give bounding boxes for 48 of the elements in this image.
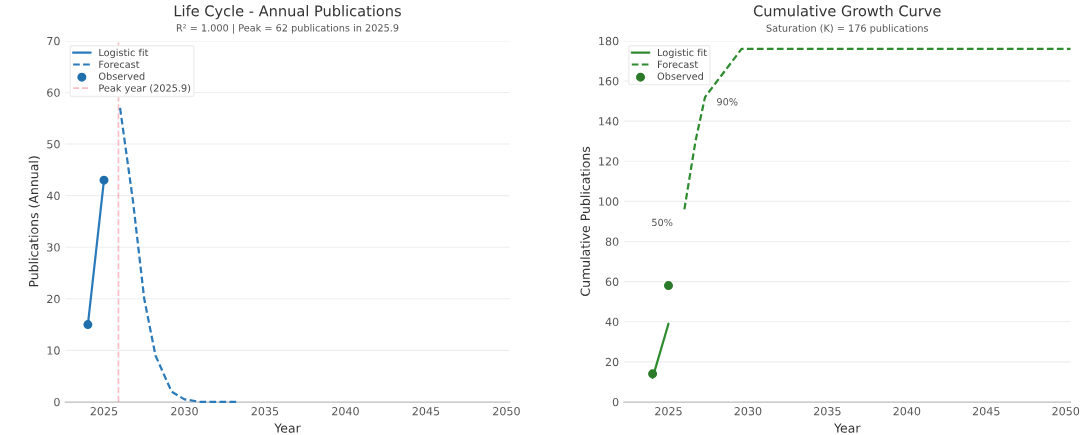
x-tick-label: 2030 — [171, 407, 198, 416]
legend-label: Observed — [657, 72, 703, 80]
x-tick-label: 2040 — [332, 407, 359, 416]
chart-title: Cumulative Growth Curve — [753, 5, 941, 17]
x-tick-label: 2025 — [90, 407, 118, 416]
y-tick-label: 50 — [47, 140, 60, 149]
y-tick-label: 60 — [605, 277, 619, 286]
x-tick-label: 2050 — [493, 407, 520, 416]
y-tick-label: 0 — [612, 397, 619, 407]
y-tick-label: 60 — [47, 88, 60, 97]
x-tick-label: 2025 — [655, 407, 682, 416]
chart-subtitle: R² = 1.000 | Peak = 62 publications in 2025.9 — [176, 23, 399, 34]
x-tick-label: 2045 — [412, 407, 440, 416]
x-tick-label: 2035 — [814, 407, 841, 416]
x-tick-label: 2045 — [972, 407, 1000, 416]
x-tick-label: 2035 — [251, 407, 279, 416]
annotation: 50% — [652, 218, 673, 227]
x-tick-label: 2030 — [734, 407, 762, 416]
legend-label: Logistic fit — [658, 48, 707, 59]
y-tick-label: 180 — [599, 36, 619, 46]
y-tick-label: 20 — [605, 357, 619, 367]
y-tick-label: 10 — [47, 346, 60, 355]
legend-label: Logistic fit — [99, 48, 149, 59]
x-tick-label: 2050 — [1052, 407, 1080, 416]
y-axis-title: Publications (Annual) — [28, 156, 40, 287]
x-axis-title: Year — [274, 423, 301, 433]
y-axis-title: Cumulative Publications — [580, 146, 590, 296]
line-series — [118, 106, 239, 404]
ref-line-label: Peak year (2025.9) — [99, 84, 191, 94]
y-tick-label: 20 — [47, 294, 60, 304]
y-tick-label: 40 — [605, 317, 619, 327]
x-tick-label: 2040 — [893, 407, 921, 416]
y-tick-label: 40 — [46, 191, 60, 201]
y-tick-label: 30 — [47, 243, 60, 252]
y-tick-label: 160 — [599, 76, 619, 86]
chart-title: Life Cycle - Annual Publications — [174, 5, 401, 20]
y-tick-label: 0 — [54, 397, 60, 407]
y-tick-label: 70 — [47, 36, 60, 46]
legend-label: Forecast — [658, 60, 698, 69]
y-tick-label: 140 — [599, 117, 619, 126]
chart-subtitle: Saturation (K) = 176 publications — [766, 24, 929, 34]
annotation: 90% — [717, 98, 738, 106]
x-axis-title: Year — [833, 423, 861, 433]
legend-label: Observed — [98, 72, 145, 80]
y-tick-label: 120 — [599, 157, 619, 166]
y-tick-label: 100 — [599, 197, 619, 206]
y-tick-label: 80 — [605, 237, 619, 246]
legend-label: Forecast — [99, 60, 140, 69]
